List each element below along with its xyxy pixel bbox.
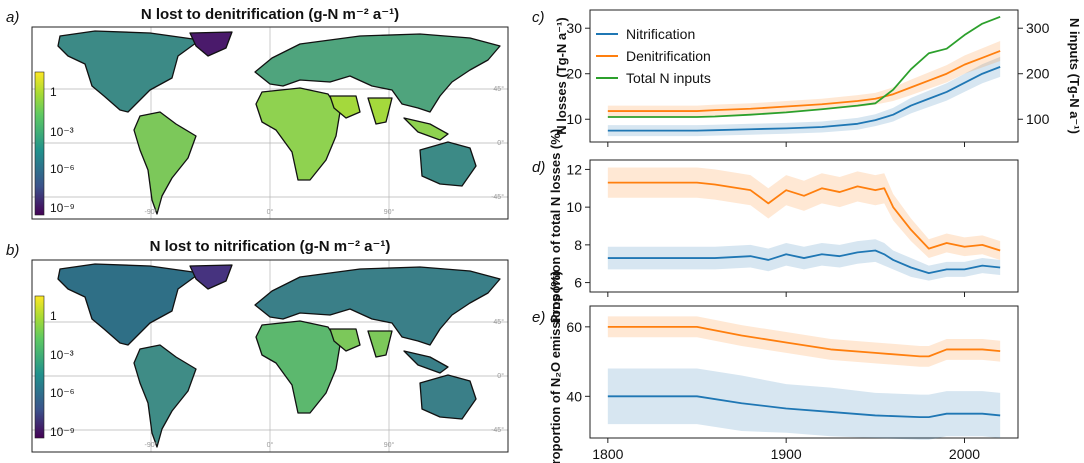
southeast-asia-b [403, 350, 449, 374]
lat-label-s45-b: -45° [491, 426, 504, 434]
series-line-c-denitrification [607, 50, 1001, 112]
series-line-d-nitrification [607, 249, 1001, 275]
india-b [367, 330, 393, 358]
south-america-b [133, 344, 197, 448]
plot-frame-c [589, 9, 1019, 143]
chart-c: 10 20 30 100 200 300 N losses (Tg-N a⁻¹) N inpu… [554, 9, 1082, 147]
x-tick-label-e: 1900 [771, 446, 802, 462]
africa-a [255, 87, 341, 181]
lat-label-0-b: 0° [497, 372, 504, 380]
panel-d-label: d) [532, 159, 545, 176]
x-tick-label-e: 1800 [592, 446, 623, 462]
arabia-a [329, 95, 361, 119]
colorbar-a-label-1: 1 [50, 85, 57, 99]
series-line-d-denitrification [607, 181, 1001, 252]
colorbar-a: 1 10⁻³ 10⁻⁶ 10⁻⁹ [34, 71, 75, 216]
uncertainty-band-e-denitrification [607, 316, 1001, 367]
y-tick-label-c: 20 [566, 66, 582, 82]
uncertainty-band-d-denitrification [607, 167, 1001, 260]
arabia-b [329, 328, 361, 352]
map-b-title: N lost to nitrification (g-N m⁻² a⁻¹) [150, 238, 391, 255]
uncertainty-band-c-nitrification [607, 56, 1001, 137]
southeast-asia-a [403, 117, 449, 141]
legend-label-denitrification: Denitrification [626, 48, 711, 64]
y-tick-label-c: 10 [566, 111, 582, 127]
map-a: -90° 0° 90° 45° 0° -45° [32, 27, 508, 219]
panel-b-label: b) [6, 242, 19, 259]
legend-label-nitrification: Nitrification [626, 26, 695, 42]
y-tick-label-d: 10 [566, 199, 582, 215]
y2-tick-label-c: 100 [1026, 111, 1050, 127]
y-tick-label-c: 30 [566, 20, 582, 36]
y2-axis-title-c: N inputs (Tg-N a⁻¹) [1067, 18, 1082, 134]
gridline-labels-a: -90° 0° 90° 45° 0° -45° [145, 85, 505, 216]
colorbar-b-label-1: 1 [50, 309, 57, 323]
north-america-b [57, 263, 201, 346]
y2-tick-label-c: 200 [1026, 66, 1050, 82]
series-line-e-nitrification [607, 395, 1001, 419]
north-america-a [57, 30, 201, 113]
colorbar-b-label-e3: 10⁻³ [50, 348, 74, 362]
series-line-c-nitrification [607, 66, 1001, 132]
map-b: -90° 0° 90° 45° 0° -45° [32, 260, 508, 452]
greenland-a [189, 31, 233, 57]
plot-frame-d [589, 159, 1019, 293]
y-tick-label-d: 6 [574, 275, 582, 291]
panel-e-label: e) [532, 309, 545, 326]
south-america-a [133, 111, 197, 215]
colorbar-b-label-e6: 10⁻⁶ [50, 386, 75, 400]
australia-b [419, 374, 477, 420]
uncertainty-band-c-denitrification [607, 40, 1001, 117]
colorbar-a-label-e6: 10⁻⁶ [50, 162, 75, 176]
legend-label-total-n-inputs: Total N inputs [626, 70, 711, 86]
lat-label-s45-a: -45° [491, 193, 504, 201]
uncertainty-band-e-nitrification [607, 368, 1001, 440]
x-tick-label-e: 2000 [949, 446, 980, 462]
land-a [57, 30, 501, 215]
lon-label-0-a: 0° [267, 208, 274, 216]
map-a-title: N lost to denitrification (g-N m⁻² a⁻¹) [141, 6, 399, 23]
lon-label-0-b: 0° [267, 441, 274, 449]
australia-a [419, 141, 477, 187]
land-b [57, 263, 501, 448]
y2-tick-label-c: 300 [1026, 20, 1050, 36]
y-axis-title-c: N losses (Tg-N a⁻¹) [554, 17, 569, 134]
panel-a-label: a) [6, 9, 19, 26]
lon-label-e90-b: 90° [384, 441, 395, 449]
lon-label-e90-a: 90° [384, 208, 395, 216]
africa-b [255, 320, 341, 414]
chart-e: 40 60 1800 1900 2000 Proportion of N₂O emissi… [548, 271, 1019, 463]
y-tick-label-e: 40 [566, 388, 582, 404]
panel-c-label: c) [532, 9, 545, 26]
y-axis-title-e: Proportion of N₂O emissions (%) [548, 271, 563, 463]
colorbar-a-label-e3: 10⁻³ [50, 125, 74, 139]
colorbar-b: 1 10⁻³ 10⁻⁶ 10⁻⁹ [34, 295, 75, 439]
colorbar-a-label-e9: 10⁻⁹ [50, 201, 75, 215]
lon-label-w90-b: -90° [145, 441, 158, 449]
series-line-c-total-n-inputs [607, 15, 1001, 118]
lat-label-0-a: 0° [497, 139, 504, 147]
lat-label-45-b: 45° [493, 318, 504, 326]
lon-label-w90-a: -90° [145, 208, 158, 216]
plot-frame-e [589, 305, 1019, 439]
series-line-e-denitrification [607, 325, 1001, 358]
europe-asia-a [254, 33, 501, 113]
uncertainty-band-d-nitrification [607, 239, 1001, 281]
y-tick-label-d: 12 [566, 161, 582, 177]
europe-asia-b [254, 266, 501, 346]
lat-label-45-a: 45° [493, 85, 504, 93]
y-tick-label-d: 8 [574, 237, 582, 253]
greenland-b [189, 264, 233, 290]
colorbar-b-label-e9: 10⁻⁹ [50, 425, 75, 439]
y-tick-label-e: 60 [566, 319, 582, 335]
y-axis-title-d: Proportion of total N losses (%) [548, 129, 563, 323]
india-a [367, 97, 393, 125]
gridline-labels-b: -90° 0° 90° 45° 0° -45° [145, 318, 505, 449]
